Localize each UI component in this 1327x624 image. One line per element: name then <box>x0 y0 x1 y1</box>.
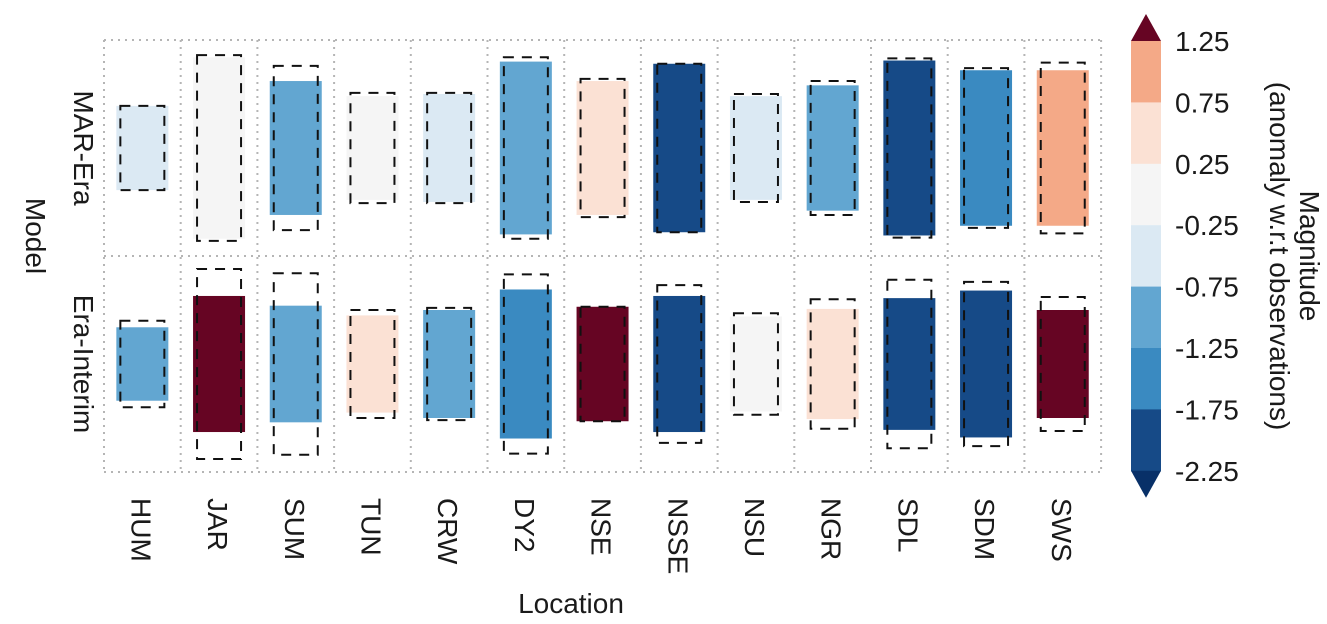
column-label: SWS <box>1046 498 1077 562</box>
colorbar-tick-label: -1.25 <box>1175 333 1239 364</box>
cell-outline-mar-era-nse <box>579 77 626 219</box>
cell-outline-era-interim-sum <box>272 272 319 456</box>
cell-outline-mar-era-sdl <box>886 57 933 239</box>
cell-era-interim-tun <box>346 315 399 413</box>
cell-era-interim-ngr <box>806 308 859 420</box>
colorbar-extend-min <box>1131 470 1161 498</box>
cell-mar-era-hum <box>116 105 169 191</box>
cell-outline-era-interim-jar <box>196 267 243 461</box>
cell-outline-mar-era-ngr <box>809 80 856 216</box>
column-label: SDM <box>969 498 1000 560</box>
cell-era-interim-nsse <box>653 295 706 433</box>
colorbar-bin <box>1131 409 1161 472</box>
cell-mar-era-tun <box>346 96 399 200</box>
cell-outline-mar-era-crw <box>426 91 473 205</box>
cell-outline-era-interim-sdm <box>963 280 1010 448</box>
label-layer: MAR-Era Era-Interim HUM JAR SUM TUN CRW DY2 NSE N… <box>68 90 1077 574</box>
cell-era-interim-hum <box>116 327 169 401</box>
column-label: NSSE <box>662 498 693 574</box>
colorbar-bin <box>1131 41 1161 103</box>
cell-outline-era-interim-hum <box>119 319 166 409</box>
row-label: Era-Interim <box>68 295 99 433</box>
colorbar-bin <box>1131 102 1161 165</box>
cell-mar-era-sum <box>269 81 322 215</box>
column-label: NGR <box>816 498 847 560</box>
colorbar-tick-label: 0.75 <box>1175 87 1230 118</box>
cell-era-interim-crw <box>423 310 476 418</box>
cell-era-interim-sdl <box>883 298 936 430</box>
y-axis-label: Model <box>20 198 51 274</box>
cell-mar-era-crw <box>423 94 476 202</box>
colorbar-tick-label: 1.25 <box>1175 26 1230 57</box>
grid-lines <box>103 39 1103 473</box>
cell-era-interim-nsu <box>729 316 782 412</box>
cell-outline-mar-era-sws <box>1039 61 1086 235</box>
cell-era-interim-sws <box>1036 310 1089 418</box>
cell-outline-mar-era-sdm <box>963 67 1010 229</box>
cell-era-interim-sdm <box>960 290 1013 438</box>
colorbar-bin <box>1131 348 1161 410</box>
cell-outline-era-interim-crw <box>426 306 473 422</box>
cell-outline-mar-era-hum <box>119 104 166 192</box>
cell-outline-era-interim-nse <box>579 305 626 423</box>
cell-outline-era-interim-nsse <box>656 284 703 444</box>
cell-outline-mar-era-jar <box>196 54 243 242</box>
colorbar-tick-label: -0.25 <box>1175 210 1239 241</box>
cell-era-interim-sum <box>269 305 322 423</box>
x-axis-label: Location <box>518 588 624 619</box>
cell-outline-mar-era-tun <box>349 91 396 205</box>
colorbar-tick-label: -2.25 <box>1175 456 1239 487</box>
colorbar: 1.25 0.75 0.25 -0.25 -0.75 -1.25 -1.75 -2.25 Mag… <box>1131 14 1325 498</box>
column-label: CRW <box>432 498 463 565</box>
cell-outline-mar-era-nsu <box>732 93 779 203</box>
cell-mar-era-sws <box>1036 70 1089 226</box>
cell-outline-era-interim-ngr <box>809 298 856 430</box>
cell-outline-era-interim-dy2 <box>502 273 549 455</box>
cell-era-interim-jar <box>193 295 246 433</box>
cell-outline-mar-era-nsse <box>656 62 703 234</box>
column-label: HUM <box>125 498 156 562</box>
cell-outline-era-interim-nsu <box>732 312 779 416</box>
cell-outline-era-interim-sws <box>1039 296 1086 432</box>
column-label: JAR <box>202 498 233 551</box>
colorbar-tick-label: 0.25 <box>1175 149 1230 180</box>
cell-mar-era-nsu <box>729 96 782 200</box>
cell-outline-mar-era-dy2 <box>502 56 549 240</box>
colorbar-bin <box>1131 286 1161 349</box>
colorbar-bin <box>1131 163 1161 226</box>
colorbar-tick-label: -0.75 <box>1175 272 1239 303</box>
colorbar-bin <box>1131 225 1161 288</box>
colorbar-extend-max <box>1131 14 1161 41</box>
colorbar-label: (anomaly w.r.t observations) <box>1264 82 1295 431</box>
column-label: SUM <box>279 498 310 560</box>
column-label: NSE <box>586 498 617 556</box>
column-label: TUN <box>355 498 386 556</box>
cell-mar-era-jar <box>193 57 246 239</box>
cell-outline-era-interim-tun <box>349 309 396 419</box>
column-label: SDL <box>892 498 923 552</box>
row-label: MAR-Era <box>68 90 99 206</box>
cell-layer <box>116 54 1089 461</box>
column-label: DY2 <box>509 498 540 552</box>
cell-mar-era-nsse <box>653 63 706 233</box>
column-label: NSU <box>739 498 770 557</box>
cell-mar-era-sdl <box>883 60 936 236</box>
cell-outline-era-interim-sdl <box>886 278 933 450</box>
cell-mar-era-sdm <box>960 70 1013 226</box>
colorbar-label: Magnitude <box>1294 191 1325 322</box>
cell-mar-era-ngr <box>806 85 859 211</box>
cell-era-interim-dy2 <box>499 289 552 439</box>
cell-mar-era-dy2 <box>499 61 552 235</box>
colorbar-tick-label: -1.75 <box>1175 394 1239 425</box>
cell-era-interim-nse <box>576 306 629 422</box>
cell-outline-mar-era-sum <box>272 64 319 232</box>
cell-mar-era-nse <box>576 81 629 215</box>
